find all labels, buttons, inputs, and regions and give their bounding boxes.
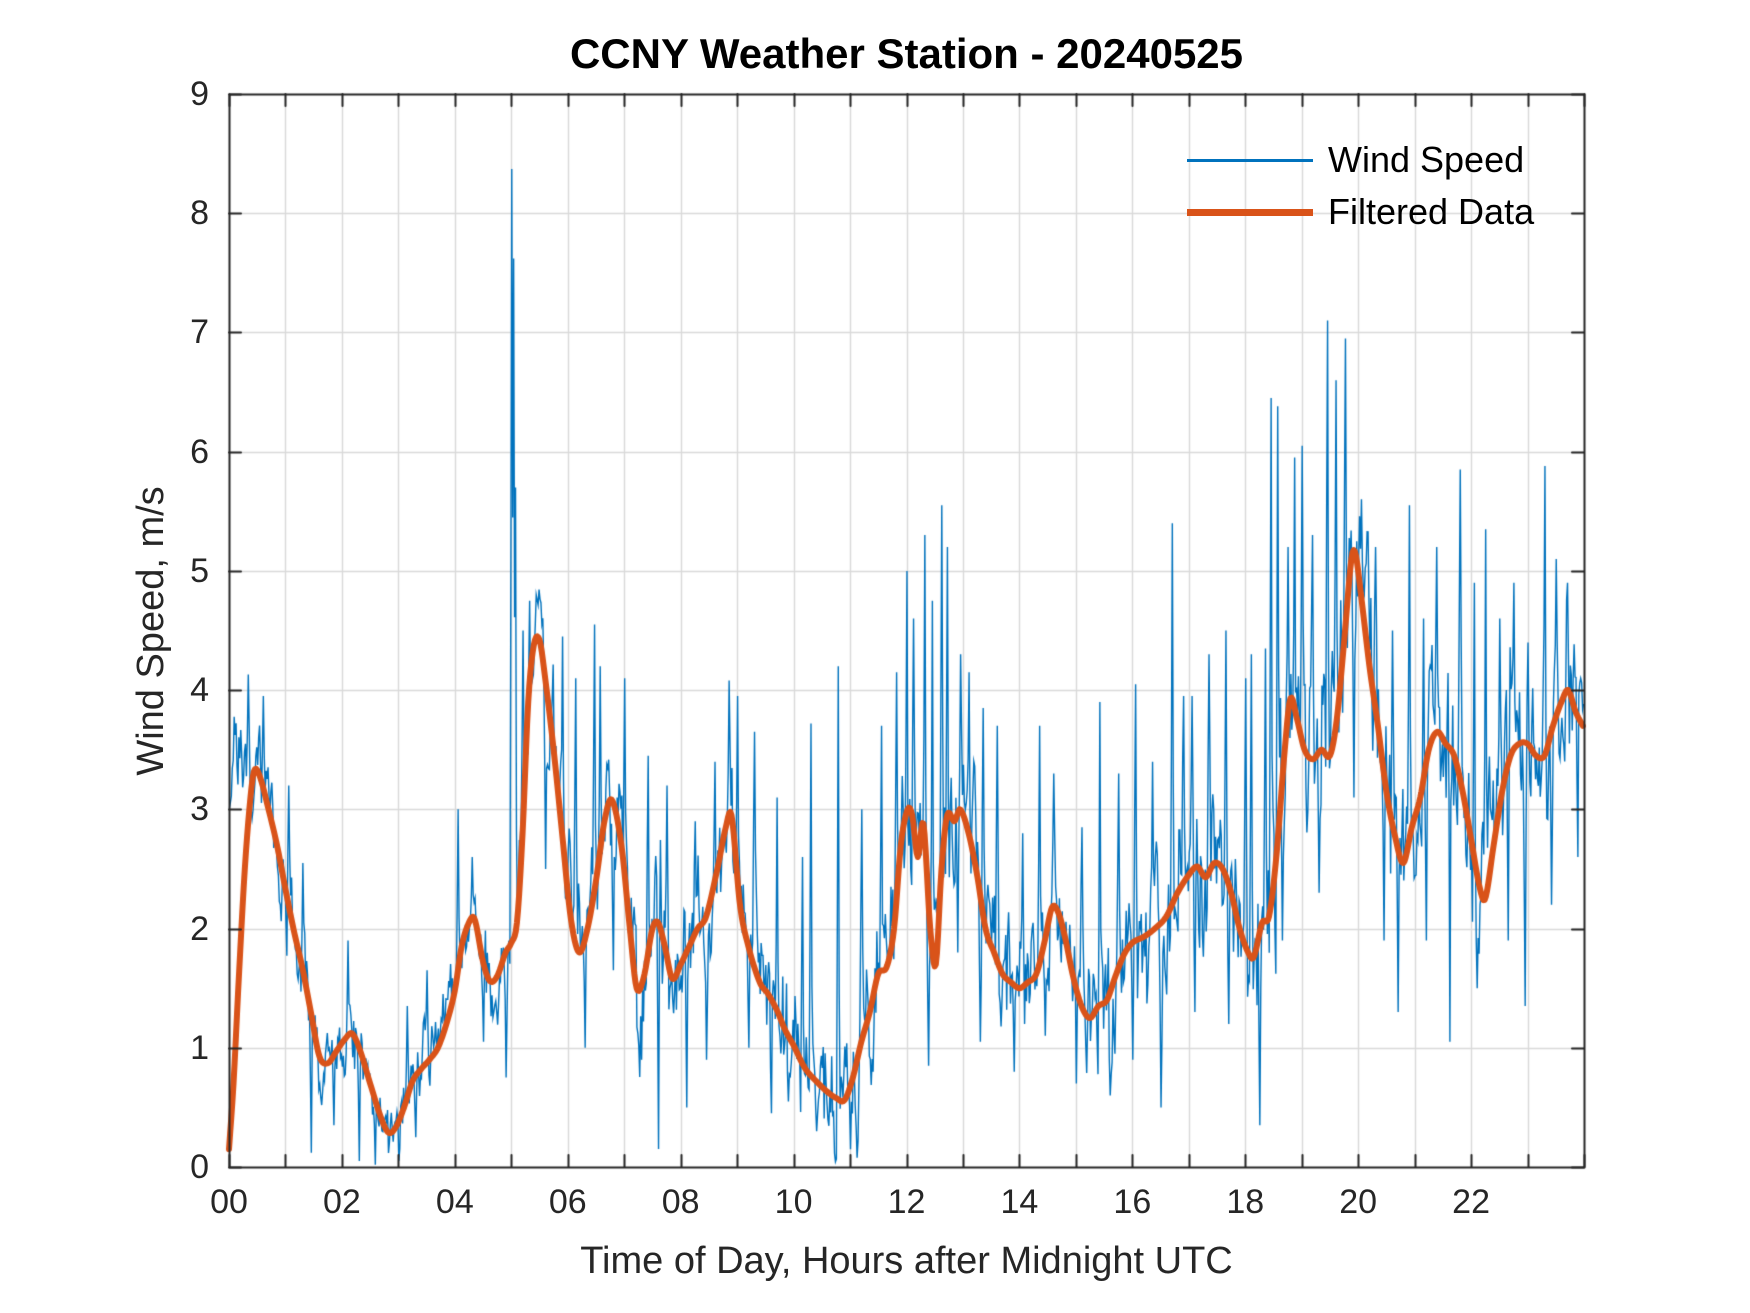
wind-speed-line-sample — [1187, 158, 1313, 162]
y-tick-label: 4 — [190, 671, 209, 710]
x-tick-label: 22 — [1452, 1183, 1490, 1221]
legend-label-wind-speed: Wind Speed — [1328, 139, 1525, 180]
x-tick-label: 20 — [1339, 1183, 1378, 1221]
y-tick-label: 6 — [190, 432, 209, 471]
filtered-data-line-sample — [1187, 208, 1313, 216]
y-tick-label: 2 — [190, 909, 209, 948]
x-tick-label: 04 — [435, 1183, 474, 1221]
x-tick-label: 12 — [887, 1183, 926, 1221]
x-tick-label: 06 — [548, 1183, 587, 1221]
y-tick-label: 0 — [190, 1148, 209, 1186]
chart-title: CCNY Weather Station - 20240525 — [569, 30, 1244, 77]
y-tick-label: 8 — [190, 194, 209, 233]
x-tick-label: 02 — [322, 1183, 361, 1221]
legend-row-filtered-data: Filtered Data — [1187, 186, 1534, 238]
x-tick-label: 14 — [1000, 1183, 1039, 1221]
x-tick-label: 00 — [210, 1183, 248, 1221]
y-axis-label: Wind Speed, m/s — [130, 486, 172, 776]
x-tick-label: 10 — [774, 1183, 813, 1221]
y-tick-label: 3 — [190, 790, 209, 829]
y-tick-label: 5 — [190, 551, 209, 590]
x-tick-label: 08 — [661, 1183, 700, 1221]
y-tick-label: 9 — [190, 75, 209, 113]
x-tick-label: 16 — [1113, 1183, 1152, 1221]
y-tick-label: 7 — [190, 313, 209, 352]
legend-row-wind-speed: Wind Speed — [1187, 134, 1534, 186]
x-tick-label: 18 — [1226, 1183, 1265, 1221]
legend: Wind Speed Filtered Data — [1187, 134, 1534, 238]
legend-label-filtered-data: Filtered Data — [1328, 191, 1535, 232]
x-axis-label: Time of Day, Hours after Midnight UTC — [580, 1240, 1233, 1282]
y-tick-label: 1 — [190, 1028, 209, 1067]
